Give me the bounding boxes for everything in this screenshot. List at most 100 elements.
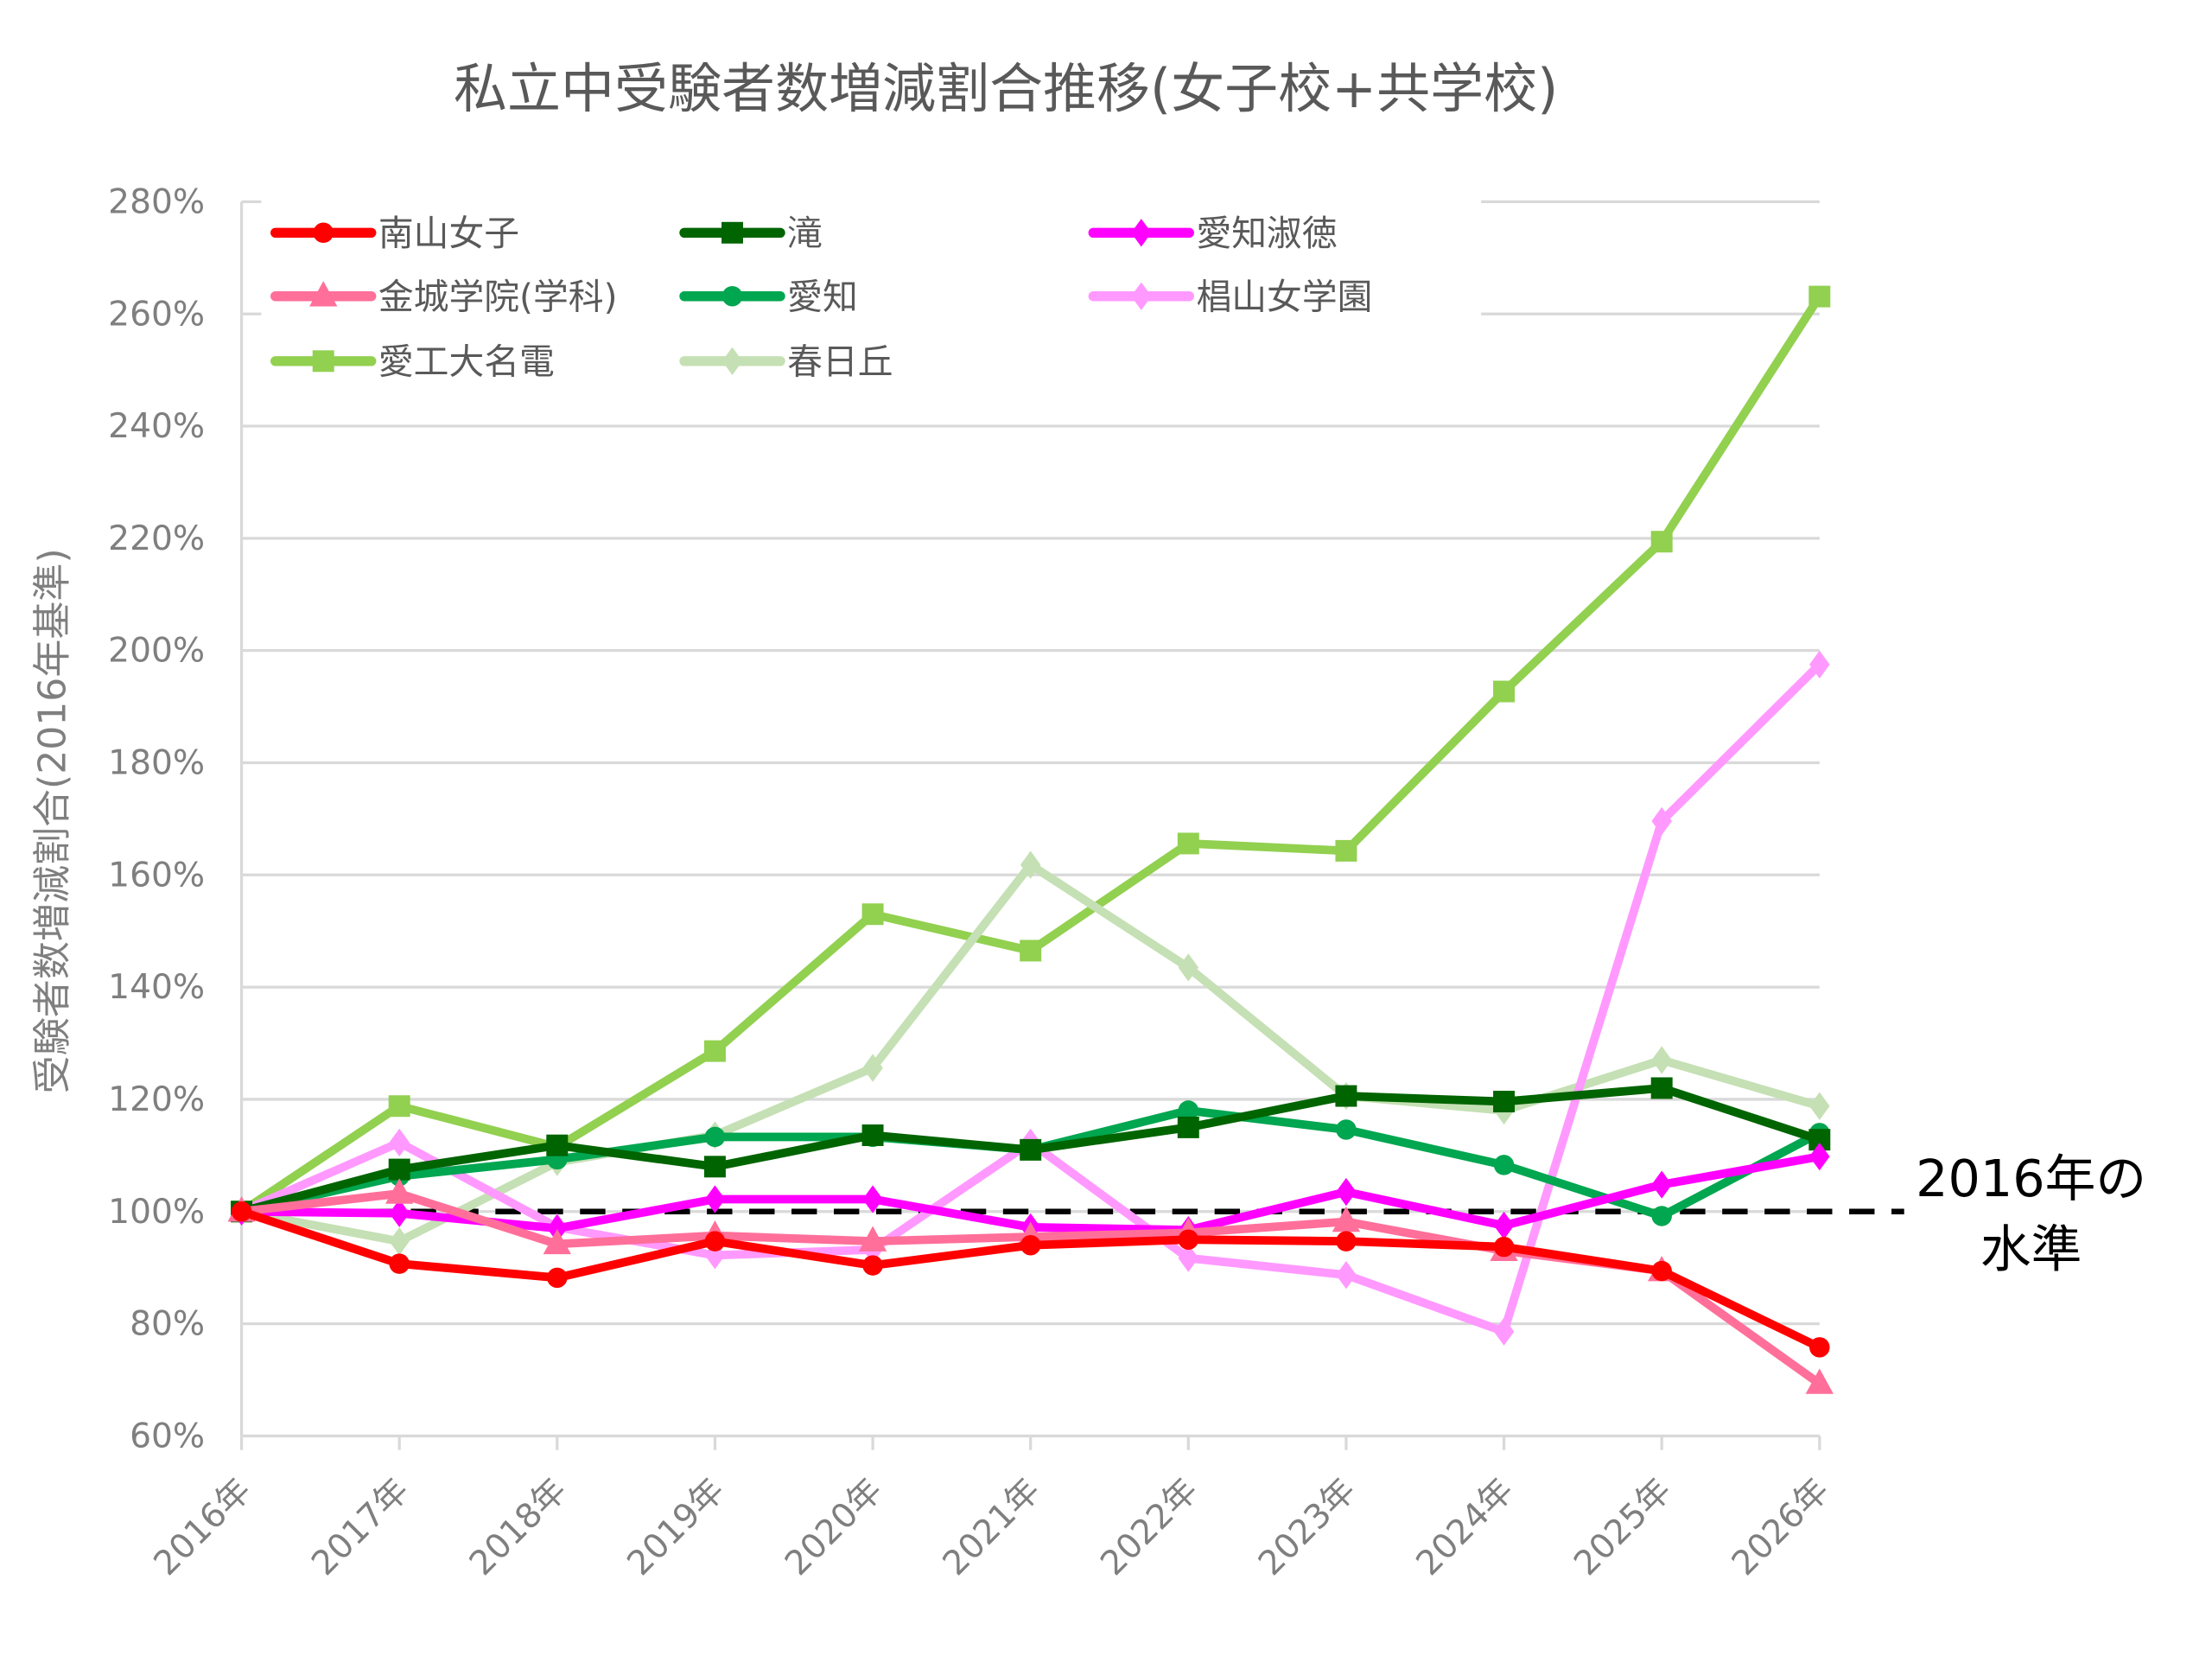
x-tick-label: 2019年	[620, 1471, 733, 1583]
y-tick-label: 200%	[108, 632, 205, 671]
data-point	[1651, 1260, 1672, 1282]
series-1	[231, 1077, 1831, 1223]
legend-marker	[721, 347, 743, 375]
reference-label-line2: 水準	[1980, 1220, 2082, 1279]
x-tick-label: 2023年	[1251, 1471, 1363, 1583]
legend-marker	[721, 221, 743, 244]
y-tick-label: 100%	[108, 1193, 205, 1232]
legend-label: 椙山女学園	[1196, 276, 1372, 317]
data-point	[1493, 1091, 1516, 1113]
y-tick-label: 160%	[108, 856, 205, 895]
data-point	[1650, 531, 1673, 553]
legend-item: 春日丘	[679, 341, 893, 382]
legend-label: 愛知	[787, 276, 858, 317]
data-point	[1177, 832, 1199, 855]
x-tick-label: 2022年	[1093, 1471, 1205, 1583]
data-point	[547, 1214, 568, 1243]
data-point	[1651, 1046, 1672, 1074]
x-tick-label: 2021年	[936, 1471, 1048, 1583]
data-point	[861, 1124, 884, 1146]
data-point	[1020, 850, 1041, 879]
chart-title: 私立中受験者数増減割合推移(女子校+共学校)	[454, 57, 1558, 120]
data-point	[546, 1134, 569, 1156]
legend-background	[261, 197, 1482, 395]
data-point	[861, 903, 884, 926]
legend-item: 滝	[679, 213, 823, 254]
data-point	[858, 1226, 887, 1252]
data-point	[704, 1231, 726, 1252]
data-point	[1336, 1260, 1357, 1290]
data-point	[389, 1253, 410, 1274]
data-point	[704, 1126, 726, 1148]
x-tick-label: 2017年	[304, 1471, 416, 1583]
data-point	[1493, 1155, 1515, 1175]
data-point	[1332, 1206, 1361, 1232]
data-point	[388, 1158, 410, 1181]
data-point	[704, 1185, 726, 1213]
y-axis-label: 受験者数増減割合(2016年基準)	[31, 548, 75, 1093]
data-point	[1650, 1077, 1673, 1099]
legend-marker	[312, 350, 334, 373]
data-point	[231, 1201, 252, 1222]
x-tick-label: 2016年	[147, 1471, 259, 1583]
legend-label: 春日丘	[787, 341, 893, 382]
data-point	[703, 1156, 726, 1178]
y-tick-label: 240%	[108, 407, 205, 446]
data-point	[1809, 1092, 1830, 1120]
data-point	[1651, 1206, 1672, 1226]
y-tick-label: 280%	[108, 182, 205, 221]
y-tick-label: 220%	[108, 519, 205, 558]
data-point	[1020, 1138, 1042, 1161]
data-point	[1651, 806, 1672, 836]
data-point	[1493, 680, 1516, 703]
data-point	[389, 1227, 410, 1256]
data-point	[547, 1267, 568, 1289]
x-tick-label: 2024年	[1409, 1471, 1522, 1583]
data-point	[388, 1095, 410, 1118]
legend-item: 愛工大名電	[270, 341, 555, 382]
data-point	[703, 1040, 726, 1062]
legend-item: 椙山女学園	[1088, 276, 1372, 317]
data-point	[1020, 1234, 1041, 1256]
data-point	[1178, 1229, 1199, 1250]
data-point	[1335, 839, 1357, 862]
data-point	[1336, 1177, 1357, 1207]
legend-marker	[721, 285, 743, 307]
data-point	[389, 1128, 410, 1157]
data-point	[1493, 1317, 1515, 1346]
series-0	[231, 1201, 1830, 1358]
y-tick-label: 60%	[130, 1417, 205, 1455]
data-point	[862, 1185, 883, 1213]
data-point	[1809, 1337, 1830, 1358]
legend-label: 滝	[787, 213, 823, 254]
data-point	[862, 1255, 883, 1276]
legend-label: 金城学院(学科)	[378, 276, 618, 317]
legend-item: 金城学院(学科)	[270, 276, 618, 317]
x-tick-label: 2020年	[778, 1471, 890, 1583]
series-6	[231, 285, 1831, 1223]
y-tick-label: 180%	[108, 744, 205, 783]
legend-label: 南山女子	[378, 213, 519, 254]
x-tick-label: 2026年	[1725, 1471, 1837, 1583]
reference-label-line1: 2016年の	[1916, 1149, 2146, 1208]
data-point	[1178, 1100, 1199, 1121]
x-tick-label: 2025年	[1567, 1471, 1679, 1583]
data-point	[1651, 1170, 1672, 1199]
y-tick-label: 120%	[108, 1080, 205, 1119]
legend-item: 愛知	[679, 276, 858, 317]
data-point	[1493, 1211, 1515, 1240]
data-point	[1335, 1085, 1357, 1107]
legend-label: 愛工大名電	[378, 341, 555, 382]
y-tick-label: 80%	[130, 1305, 205, 1344]
legend-item: 南山女子	[270, 213, 519, 254]
data-point	[385, 1178, 414, 1204]
legend-marker	[309, 281, 338, 307]
data-point	[1808, 285, 1831, 308]
data-point	[1805, 1368, 1834, 1394]
data-point	[1177, 1116, 1199, 1138]
legend-label: 愛知淑徳	[1196, 213, 1337, 254]
x-tick-label: 2018年	[462, 1471, 575, 1583]
data-point	[389, 1199, 410, 1227]
data-point	[1336, 1231, 1357, 1252]
